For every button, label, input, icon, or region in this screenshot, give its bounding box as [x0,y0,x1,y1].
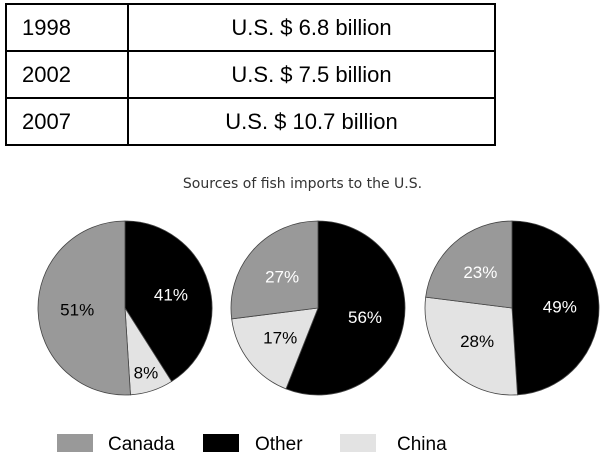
slice-label: 49% [543,297,577,316]
pie-slice-canada [230,220,319,320]
table-row: 1998 U.S. $ 6.8 billion [5,3,496,52]
pie-slice-other [285,220,406,396]
slice-label: 28% [460,332,494,351]
pie-slice-other [511,220,600,396]
pie-slice-canada [37,220,131,396]
pie-slice-china [424,296,518,396]
pie-slice-other [124,220,213,383]
chart-title: Sources of fish imports to the U.S. [182,176,423,192]
slice-label: 8% [134,364,159,383]
pie-3: 49% 28% 23% [424,220,600,396]
pie-slice-canada [425,220,513,309]
table-row: 2002 U.S. $ 7.5 billion [5,50,496,99]
pie-slice-china [231,307,319,390]
slice-label: 27% [265,267,299,286]
table-cell-year: 2002 [5,50,129,99]
pie-1: 41% 8% 51% [37,220,213,396]
table-cell-value: U.S. $ 7.5 billion [127,50,496,99]
slice-label: 51% [60,301,94,320]
slice-label: 56% [348,308,382,327]
table-cell-year: 2007 [5,97,129,146]
pie-2: 56% 17% 27% [230,220,406,396]
table-row: 2007 U.S. $ 10.7 billion [5,97,496,146]
slice-label: 41% [154,286,188,305]
table-cell-value: U.S. $ 6.8 billion [127,3,496,52]
slice-label: 17% [263,328,297,347]
imports-table: 1998 U.S. $ 6.8 billion 2002 U.S. $ 7.5 … [5,3,496,146]
table-cell-value: U.S. $ 10.7 billion [127,97,496,146]
table-cell-year: 1998 [5,3,129,52]
slice-label: 23% [463,263,497,282]
